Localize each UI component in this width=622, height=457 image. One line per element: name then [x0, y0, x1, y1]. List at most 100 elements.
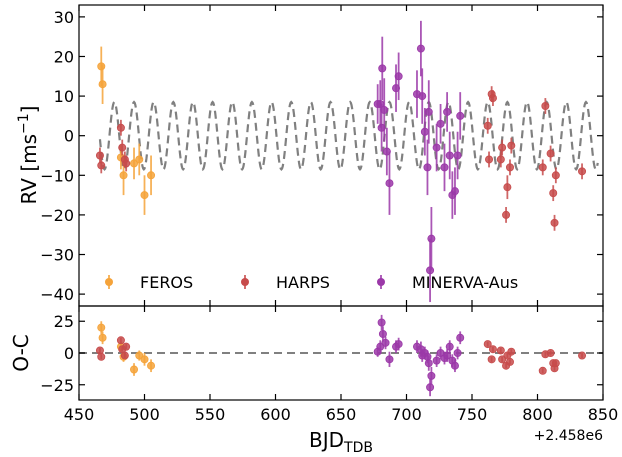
legend-harps-label: HARPS — [276, 273, 330, 292]
residual-harps-point-21 — [578, 351, 587, 360]
model-sinusoid-path — [98, 100, 599, 172]
residual-feros-point-6 — [140, 355, 149, 364]
legend-feros-marker — [105, 278, 113, 286]
rv-harps-point-16 — [538, 163, 547, 172]
rv-minerva-aus-point-23 — [450, 187, 459, 196]
rv-feros-point-6 — [140, 191, 149, 200]
residual-harps-point-9 — [496, 346, 505, 355]
residual-harps-point-8 — [488, 345, 497, 354]
residual-ytick-label-2: −25 — [40, 376, 74, 395]
legend-entry-minerva: MINERVA-Aus — [377, 273, 518, 292]
rv-minerva-aus-point-10 — [416, 44, 425, 53]
residual-y-axis-label: O-C — [9, 334, 33, 371]
rv-harps-point-0 — [95, 151, 104, 160]
legend-minerva-marker — [377, 278, 385, 286]
rv-harps-point-10 — [496, 155, 505, 164]
keplerian-model-curve — [98, 100, 599, 172]
residual-minerva-aus-point-12 — [423, 352, 432, 361]
rv-harps-point-1 — [97, 161, 106, 170]
rv-minerva-aus-point-13 — [423, 163, 432, 172]
rv-harps-point-6 — [483, 121, 492, 130]
rv-harps-point-18 — [546, 149, 555, 158]
rv-minerva-aus-point-20 — [443, 107, 452, 116]
residual-harps-point-15 — [538, 366, 547, 375]
residual-minerva-aus-point-7 — [394, 340, 403, 349]
rv-feros-point-1 — [98, 80, 107, 89]
residual-minerva-aus-point-20 — [445, 342, 454, 351]
residual-harps-point-20 — [551, 359, 560, 368]
xtick-label-5: 700 — [391, 405, 422, 424]
rv-harps-point-3 — [118, 143, 127, 152]
rv-harps-point-17 — [541, 101, 550, 110]
rv-minerva-aus-point-6 — [385, 179, 394, 188]
rv-ytick-label-5: −20 — [40, 206, 74, 225]
residual-harps-point-6 — [483, 340, 492, 349]
xtick-label-1: 500 — [129, 405, 160, 424]
rv-minerva-aus-point-11 — [418, 92, 427, 101]
rv-ytick-label-4: −10 — [40, 166, 74, 185]
xtick-label-3: 600 — [260, 405, 291, 424]
rv-ytick-label-6: −30 — [40, 246, 74, 265]
residual-harps-point-4 — [120, 351, 129, 360]
rv-y-axis-label: RV [ms−1] — [16, 106, 41, 205]
residual-harps-point-14 — [507, 347, 516, 356]
rv-minerva-aus-point-8 — [394, 72, 403, 81]
xtick-label-6: 750 — [457, 405, 488, 424]
xtick-label-8: 850 — [588, 405, 619, 424]
residual-feros-point-4 — [130, 365, 139, 374]
residual-minerva-aus-point-23 — [453, 348, 462, 357]
rv-harps-point-12 — [502, 210, 511, 219]
legend-minerva-label: MINERVA-Aus — [412, 273, 518, 292]
rv-feros-point-0 — [97, 62, 106, 71]
x-axis-offset-label: +2.458e6 — [534, 428, 603, 444]
rv-feros-point-7 — [147, 171, 156, 180]
residual-harps-point-17 — [546, 348, 555, 357]
rv-harps-point-13 — [503, 183, 512, 192]
residual-minerva-aus-point-13 — [424, 359, 433, 368]
rv-feros-point-5 — [135, 155, 144, 164]
residual-minerva-aus-point-22 — [450, 361, 459, 370]
rv-harps-point-5 — [122, 159, 131, 168]
residual-minerva-aus-point-3 — [378, 329, 387, 338]
residual-harps-point-2 — [116, 336, 125, 345]
rv-harps-point-14 — [505, 163, 514, 172]
legend-entry-harps: HARPS — [241, 273, 330, 292]
rv-ytick-label-3: 0 — [64, 127, 74, 146]
rv-y-axis-ticks: 30 20 10 0 −10 −20 −30 −40 — [40, 8, 603, 304]
rv-data-points — [95, 20, 587, 303]
residual-harps-point-7 — [487, 355, 496, 364]
residual-ytick-label-1: 0 — [64, 344, 74, 363]
rv-harps-point-19 — [549, 189, 558, 198]
rv-minerva-aus-point-12 — [420, 127, 429, 136]
xtick-label-0: 450 — [64, 405, 95, 424]
residual-harps-point-0 — [95, 346, 104, 355]
rv-harps-point-9 — [488, 94, 497, 103]
rv-minerva-aus-point-3 — [378, 64, 387, 73]
rv-minerva-aus-point-18 — [436, 119, 445, 128]
legend-entry-feros: FEROS — [105, 273, 193, 292]
rv-minerva-aus-point-24 — [453, 151, 462, 160]
rv-feros-point-3 — [119, 171, 128, 180]
residual-data-points — [95, 314, 587, 397]
rv-harps-point-7 — [485, 155, 494, 164]
residual-minerva-aus-point-4 — [381, 338, 390, 347]
residual-plot-frame — [78, 305, 604, 401]
residual-y-axis-ticks: 25 0 −25 — [40, 312, 603, 395]
residual-minerva-aus-point-24 — [456, 333, 465, 342]
residual-harps-point-5 — [122, 342, 131, 351]
residual-ytick-label-0: 25 — [54, 312, 74, 331]
rv-minerva-aus-point-19 — [440, 163, 449, 172]
xtick-label-7: 800 — [522, 405, 553, 424]
rv-minerva-aus-point-17 — [432, 143, 441, 152]
xtick-label-2: 550 — [195, 405, 226, 424]
rv-harps-point-22 — [578, 167, 587, 176]
rv-minerva-aus-point-21 — [445, 151, 454, 160]
rv-minerva-aus-point-16 — [427, 234, 436, 243]
rv-panel: 30 20 10 0 −10 −20 −30 −40 RV [ms−1] FEROS HARP… — [16, 4, 604, 307]
rv-ytick-label-0: 30 — [54, 8, 74, 27]
residual-feros-point-1 — [98, 333, 107, 342]
rv-harps-point-21 — [551, 171, 560, 180]
rv-ytick-label-1: 20 — [54, 47, 74, 66]
